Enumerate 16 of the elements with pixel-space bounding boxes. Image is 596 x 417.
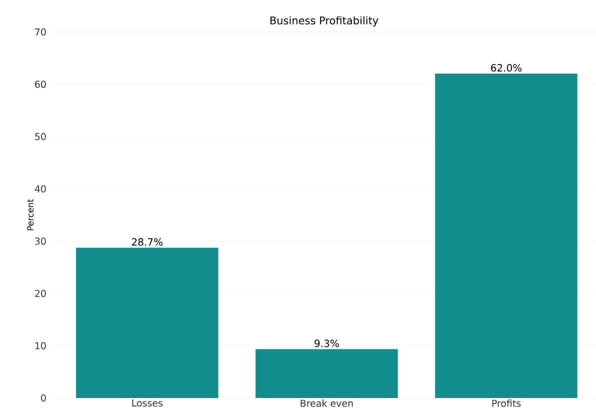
- y-tick-label: 10: [35, 342, 46, 350]
- x-tick-label: Losses: [132, 400, 163, 407]
- y-axis-title: Percent: [27, 199, 34, 230]
- data-label: 62.0%: [491, 64, 522, 72]
- y-tick-label: 0: [41, 394, 46, 402]
- y-tick-label: 50: [35, 132, 46, 140]
- y-tick-label: 20: [35, 290, 46, 298]
- y-tick-label: 60: [35, 80, 46, 88]
- chart-title: Business Profitability: [270, 16, 378, 26]
- y-tick-label: 70: [35, 28, 46, 36]
- y-tick-label: 30: [35, 238, 46, 245]
- x-tick-label: Break even: [300, 400, 353, 407]
- data-label: 28.7%: [132, 238, 162, 246]
- data-label: 9.3%: [314, 340, 339, 348]
- y-tick-label: 40: [34, 185, 46, 192]
- x-tick-label: Profits: [492, 400, 521, 407]
